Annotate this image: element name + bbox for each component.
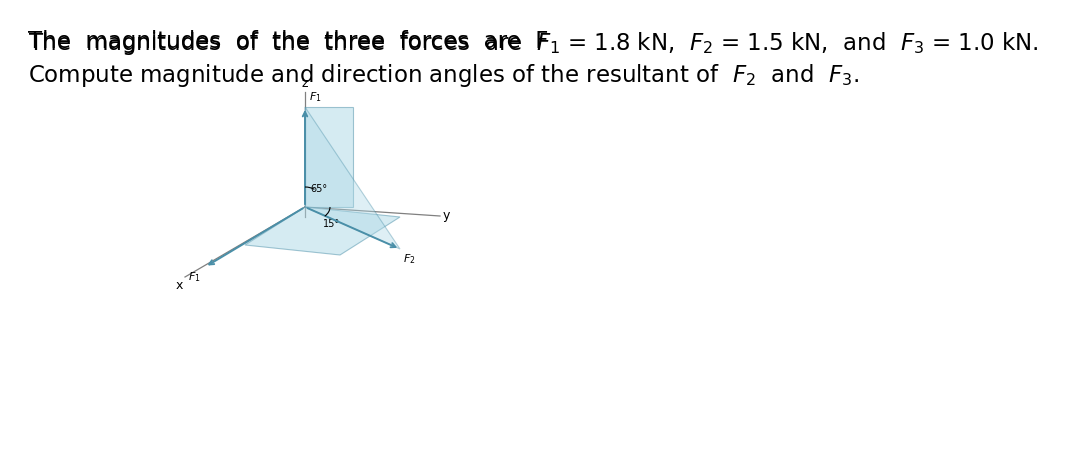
Polygon shape xyxy=(245,207,400,255)
Text: y: y xyxy=(443,209,450,223)
Text: $F_1$: $F_1$ xyxy=(309,90,322,104)
Text: z: z xyxy=(301,77,308,90)
Text: The  magnitudes  of  the  three  forces  are  F: The magnitudes of the three forces are F xyxy=(28,30,549,53)
Polygon shape xyxy=(305,107,353,207)
Text: $F_2$: $F_2$ xyxy=(403,252,416,266)
Text: x: x xyxy=(176,279,183,292)
Text: $F_1$: $F_1$ xyxy=(188,270,201,284)
Text: 65°: 65° xyxy=(310,184,327,194)
Text: The  magnitudes  of  the  three  forces  are  $F_1$ = 1.8 kN,  $F_2$ = 1.5 kN,  : The magnitudes of the three forces are $… xyxy=(28,30,1039,57)
Polygon shape xyxy=(305,107,400,249)
Text: Compute magnitude and direction angles of the resultant of  $F_2$  and  $F_3$.: Compute magnitude and direction angles o… xyxy=(28,62,860,89)
Text: 15°: 15° xyxy=(323,219,340,229)
